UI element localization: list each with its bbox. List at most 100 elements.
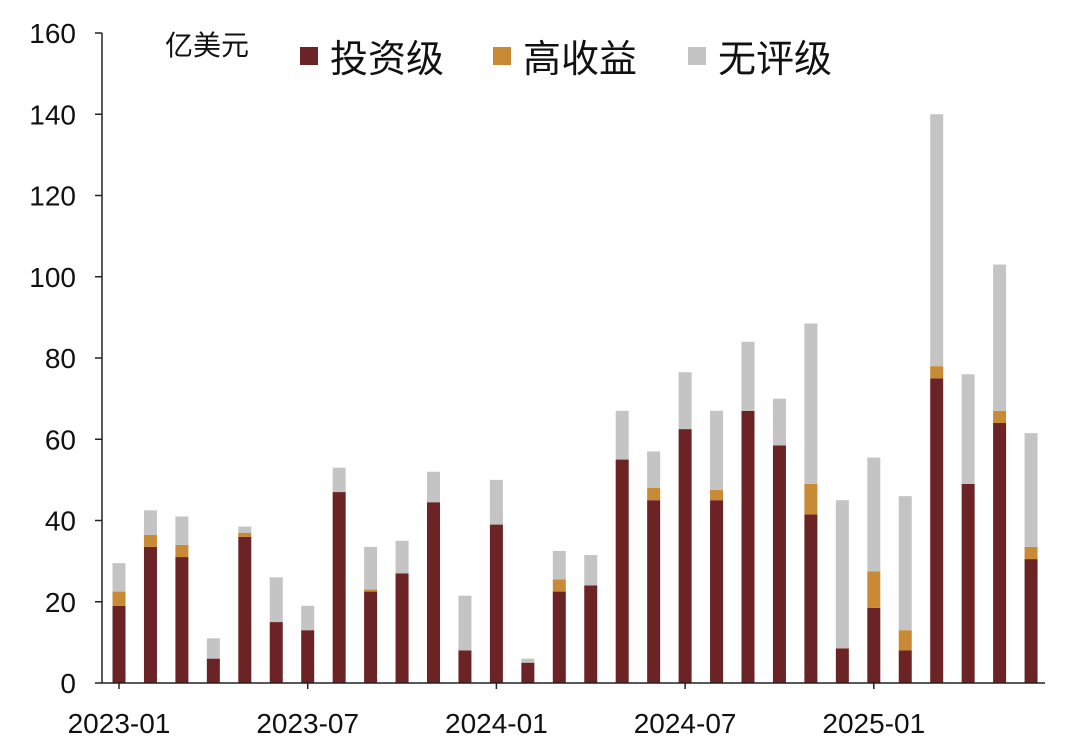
bar-unrated-2024-04 (584, 555, 598, 586)
bar-investment-grade-2024-11 (804, 514, 818, 683)
bar-unrated-2023-05 (238, 526, 252, 533)
x-axis-ticks: 2023-01 2023-07 2024-01 2024-07 2025-01 (68, 683, 925, 739)
bar-unrated-2024-01 (489, 479, 503, 525)
bar-high-yield-2023-05 (238, 532, 252, 537)
bar-investment-grade-2025-03 (930, 378, 944, 683)
bar-unrated-2023-07 (301, 605, 315, 631)
y-tick-label: 20 (45, 587, 76, 618)
bars (112, 114, 1038, 684)
bar-high-yield-2025-03 (930, 366, 944, 379)
bar-investment-grade-2023-09 (364, 591, 378, 683)
bar-investment-grade-2024-09 (741, 410, 755, 683)
y-tick-label: 80 (45, 343, 76, 374)
bar-investment-grade-2023-06 (269, 622, 283, 683)
bar-high-yield-2025-01 (867, 571, 881, 608)
x-tick-label: 2023-01 (68, 708, 171, 739)
bar-unrated-2024-06 (647, 451, 661, 488)
legend-label-investment-grade: 投资级 (330, 37, 444, 81)
bar-high-yield-2023-02 (143, 534, 157, 547)
bar-unrated-2023-04 (206, 638, 220, 659)
bar-high-yield-2023-09 (364, 589, 378, 592)
bar-investment-grade-2023-02 (143, 546, 157, 683)
bar-high-yield-2024-06 (647, 488, 661, 501)
y-tick-label: 100 (29, 262, 76, 293)
bar-unrated-2024-03 (552, 550, 566, 580)
bar-unrated-2024-07 (678, 372, 692, 430)
bar-investment-grade-2023-12 (458, 650, 472, 683)
x-tick-label: 2024-07 (634, 708, 737, 739)
bar-investment-grade-2025-04 (961, 483, 975, 683)
bar-investment-grade-2024-07 (678, 429, 692, 683)
y-tick-label: 60 (45, 424, 76, 455)
bar-investment-grade-2023-05 (238, 536, 252, 683)
bar-investment-grade-2025-06 (1024, 559, 1038, 683)
legend-swatch-high-yield (493, 47, 511, 65)
legend-label-high-yield: 高收益 (523, 37, 637, 81)
bar-unrated-2023-01 (112, 563, 126, 592)
bar-unrated-2023-03 (175, 516, 189, 545)
bar-high-yield-2024-03 (552, 579, 566, 592)
unit-label: 亿美元 (165, 29, 249, 62)
bar-unrated-2025-03 (930, 114, 944, 367)
bar-unrated-2025-06 (1024, 433, 1038, 547)
bar-investment-grade-2023-03 (175, 557, 189, 683)
bar-investment-grade-2024-05 (615, 459, 629, 683)
bar-investment-grade-2025-02 (898, 650, 912, 683)
legend: 投资级 高收益 无评级 (300, 37, 832, 81)
bar-investment-grade-2024-01 (489, 524, 503, 683)
bar-unrated-2025-04 (961, 374, 975, 484)
bar-unrated-2023-10 (395, 540, 409, 574)
bar-investment-grade-2024-02 (521, 662, 535, 683)
y-tick-label: 40 (45, 506, 76, 537)
y-tick-label: 120 (29, 181, 76, 212)
bar-unrated-2025-05 (993, 264, 1007, 411)
y-tick-label: 0 (60, 668, 76, 699)
bar-investment-grade-2023-11 (427, 502, 440, 683)
bar-investment-grade-2024-08 (710, 500, 724, 683)
bar-investment-grade-2025-05 (993, 423, 1007, 683)
x-tick-label: 2024-01 (445, 708, 548, 739)
bar-investment-grade-2023-08 (332, 492, 346, 683)
bar-unrated-2024-12 (835, 500, 849, 649)
legend-swatch-unrated (688, 47, 706, 65)
bar-investment-grade-2024-04 (584, 585, 598, 683)
bar-unrated-2024-08 (710, 410, 724, 491)
bar-unrated-2023-11 (427, 471, 440, 503)
bar-unrated-2024-05 (615, 410, 629, 460)
bar-high-yield-2023-01 (112, 591, 126, 606)
y-tick-label: 160 (29, 18, 76, 49)
bar-investment-grade-2023-01 (112, 605, 126, 683)
x-tick-label: 2023-07 (256, 708, 359, 739)
bar-investment-grade-2024-06 (647, 500, 661, 683)
bar-unrated-2025-01 (867, 457, 881, 572)
bar-investment-grade-2023-10 (395, 573, 409, 683)
bar-unrated-2024-09 (741, 341, 755, 411)
legend-label-unrated: 无评级 (718, 37, 832, 81)
bar-unrated-2023-12 (458, 595, 472, 651)
bar-high-yield-2025-06 (1024, 546, 1038, 560)
legend-swatch-investment-grade (300, 47, 318, 65)
bar-investment-grade-2024-12 (835, 648, 849, 683)
bar-high-yield-2025-02 (898, 630, 912, 651)
bar-high-yield-2023-03 (175, 544, 189, 558)
bar-unrated-2024-11 (804, 323, 818, 484)
y-axis-ticks: 0 20 40 60 80 100 120 140 160 (29, 18, 102, 699)
bar-investment-grade-2025-01 (867, 607, 881, 683)
bar-unrated-2024-02 (521, 658, 535, 663)
x-tick-label: 2025-01 (822, 708, 925, 739)
bar-investment-grade-2023-07 (301, 630, 315, 683)
bar-unrated-2024-10 (772, 398, 786, 446)
bar-unrated-2023-08 (332, 467, 346, 493)
bar-investment-grade-2023-04 (206, 658, 220, 684)
y-tick-label: 140 (29, 99, 76, 130)
bar-unrated-2023-06 (269, 577, 283, 623)
bar-unrated-2023-09 (364, 546, 378, 590)
bar-high-yield-2025-05 (993, 410, 1007, 423)
bar-unrated-2023-02 (143, 510, 157, 535)
bar-investment-grade-2024-03 (552, 591, 566, 683)
bar-investment-grade-2024-10 (772, 445, 786, 683)
bar-unrated-2025-02 (898, 496, 912, 631)
bar-high-yield-2024-11 (804, 483, 818, 515)
bar-high-yield-2024-08 (710, 490, 724, 501)
